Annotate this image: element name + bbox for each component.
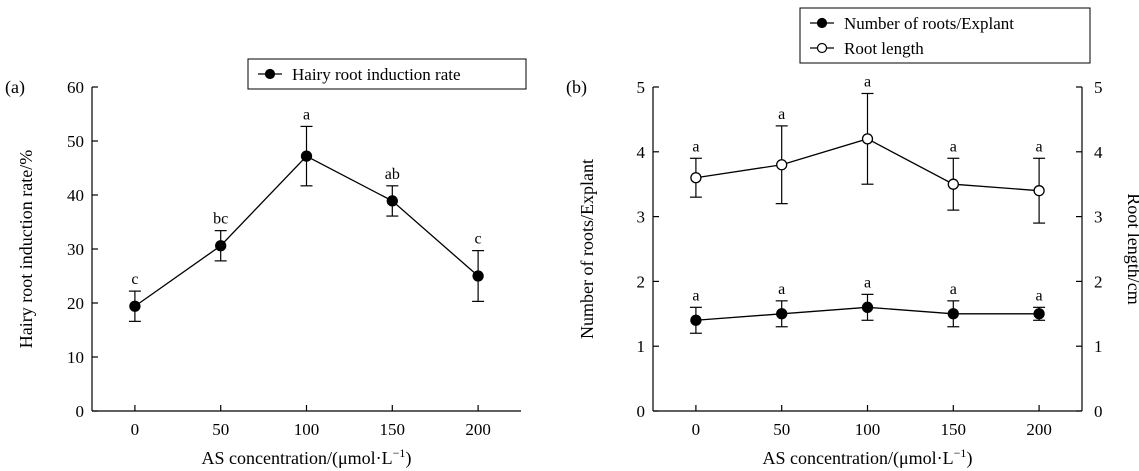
x-tick-label: 50 <box>212 420 229 439</box>
significance-label: a <box>692 138 699 155</box>
y-right-tick-label: 3 <box>1094 208 1103 227</box>
x-axis-title: AS concentration/(μmol·L−1) <box>202 446 412 469</box>
significance-label: a <box>778 106 785 123</box>
significance-label: a <box>864 73 871 90</box>
legend-label: Hairy root induction rate <box>292 65 461 84</box>
x-tick-label: 200 <box>465 420 491 439</box>
data-point <box>690 314 702 326</box>
y-right-tick-label: 2 <box>1094 272 1103 291</box>
y-tick-label: 10 <box>67 348 84 367</box>
y-right-tick-label: 1 <box>1094 337 1103 356</box>
panel-label: (a) <box>5 77 25 98</box>
y-tick-label: 5 <box>637 78 646 97</box>
legend: Number of roots/Explant Root length <box>799 7 1091 64</box>
x-tick-label: 0 <box>692 420 701 439</box>
legend-box <box>247 58 527 90</box>
data-point <box>215 240 227 252</box>
significance-label: ab <box>385 166 400 183</box>
significance-label: c <box>131 271 138 288</box>
significance-label: c <box>475 231 482 248</box>
x-axis-title: AS concentration/(μmol·L−1) <box>763 446 973 469</box>
panel-a: (a) 0 10 20 30 40 50 60 0 50 100 150 200 AS concentra… <box>5 58 527 469</box>
data-point <box>861 301 874 313</box>
legend-box <box>799 7 1091 64</box>
data-point <box>947 178 959 190</box>
data-point <box>1033 308 1045 320</box>
legend: Hairy root induction rate <box>247 58 527 90</box>
data-point <box>776 159 788 171</box>
significance-label: a <box>950 281 957 298</box>
series-2: a a a a a <box>689 73 1046 224</box>
significance-label: a <box>1036 287 1043 304</box>
significance-label: a <box>303 106 310 123</box>
y-right-tick-label: 4 <box>1094 143 1103 162</box>
y-tick-label: 4 <box>637 143 646 162</box>
data-point <box>129 300 141 312</box>
y-tick-label: 50 <box>67 132 84 151</box>
data-point <box>300 150 313 162</box>
significance-label: bc <box>213 211 228 228</box>
y-axis-title: Number of roots/Explant <box>577 159 597 339</box>
y-tick-label: 20 <box>67 294 84 313</box>
y-tick-label: 40 <box>67 186 84 205</box>
significance-label: a <box>1036 138 1043 155</box>
legend-marker <box>816 42 828 54</box>
y-tick-label: 30 <box>67 240 84 259</box>
data-point <box>472 270 484 282</box>
data-point <box>947 308 959 320</box>
significance-label: a <box>778 281 785 298</box>
significance-label: a <box>864 274 871 291</box>
y-tick-label: 2 <box>637 272 646 291</box>
y-tick-label: 60 <box>67 78 84 97</box>
y-tick-label: 0 <box>76 402 85 421</box>
y-right-tick-label: 0 <box>1094 402 1103 421</box>
y-tick-label: 3 <box>637 208 646 227</box>
data-point <box>861 133 874 145</box>
y-axis-right-title: Root length/cm <box>1124 193 1139 305</box>
x-tick-label: 50 <box>773 420 790 439</box>
y-tick-label: 0 <box>637 402 646 421</box>
legend-label: Root length <box>844 39 924 58</box>
x-tick-label: 100 <box>855 420 881 439</box>
legend-marker <box>264 68 276 80</box>
series-1: c bc a ab c <box>128 106 485 322</box>
x-tick-label: 150 <box>941 420 967 439</box>
y-right-tick-label: 5 <box>1094 78 1103 97</box>
data-point <box>386 195 398 207</box>
y-tick-label: 1 <box>637 337 646 356</box>
x-tick-label: 0 <box>131 420 140 439</box>
data-point <box>690 172 702 184</box>
x-tick-label: 100 <box>294 420 320 439</box>
legend-marker <box>816 17 828 29</box>
x-tick-label: 150 <box>380 420 406 439</box>
legend-label: Number of roots/Explant <box>844 14 1014 33</box>
significance-label: a <box>950 138 957 155</box>
y-axis-title: Hairy root induction rate/% <box>16 150 36 348</box>
x-tick-label: 200 <box>1026 420 1052 439</box>
panel-label: (b) <box>566 77 587 98</box>
data-point <box>776 308 788 320</box>
significance-label: a <box>692 287 699 304</box>
data-point <box>1033 185 1045 197</box>
